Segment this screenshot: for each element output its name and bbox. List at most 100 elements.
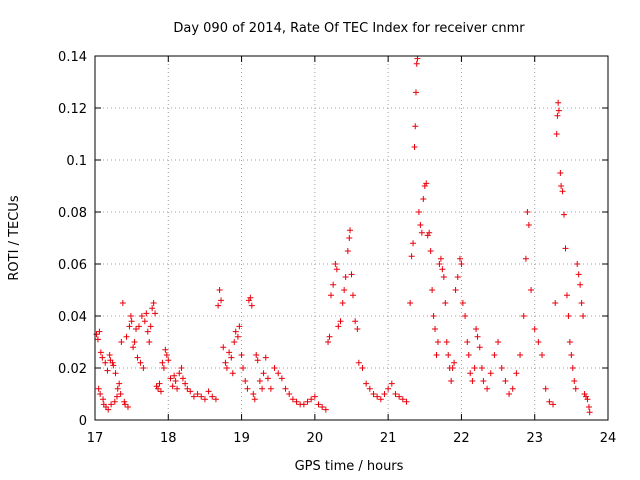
data-point xyxy=(506,391,513,397)
x-axis: 17 18 19 20 21 22 23 24 xyxy=(87,56,616,446)
data-point xyxy=(424,232,431,239)
data-point xyxy=(429,287,436,293)
data-point xyxy=(553,131,560,137)
y-tick-label: 0.14 xyxy=(58,50,87,65)
data-point xyxy=(330,281,337,288)
data-point xyxy=(430,313,437,319)
x-tick-label: 20 xyxy=(307,431,324,446)
data-point xyxy=(150,300,157,306)
data-point xyxy=(528,287,535,293)
data-point xyxy=(469,378,476,384)
data-point xyxy=(332,261,339,267)
data-point xyxy=(194,391,201,397)
plot-frame xyxy=(94,55,609,421)
data-point xyxy=(439,266,446,273)
data-point xyxy=(126,323,133,330)
data-point xyxy=(153,383,160,390)
data-point xyxy=(209,393,216,400)
data-point xyxy=(121,398,128,405)
data-point xyxy=(138,313,145,319)
data-point xyxy=(414,55,421,62)
data-point xyxy=(437,255,444,262)
data-point xyxy=(169,383,176,390)
data-point xyxy=(128,318,135,325)
data-point xyxy=(325,339,332,345)
data-point xyxy=(159,359,166,366)
data-point xyxy=(344,248,351,254)
data-point xyxy=(520,313,527,319)
y-tick-label: 0.08 xyxy=(58,206,87,221)
x-tick-label: 17 xyxy=(87,431,104,446)
data-point xyxy=(275,370,282,377)
data-point xyxy=(415,209,422,215)
data-point xyxy=(467,370,474,377)
data-point xyxy=(201,396,208,403)
data-point xyxy=(95,385,102,392)
data-point xyxy=(522,255,529,262)
data-point xyxy=(554,112,561,119)
data-point xyxy=(124,404,131,410)
data-point xyxy=(247,294,254,301)
data-point xyxy=(156,380,163,387)
data-point xyxy=(575,271,582,278)
data-point xyxy=(119,300,126,306)
x-tick-label: 22 xyxy=(453,431,470,446)
data-point xyxy=(585,404,592,410)
data-point xyxy=(385,385,392,392)
y-axis: 0 0.02 0.04 0.06 0.08 0.1 0.12 0.14 xyxy=(58,50,608,429)
x-tick-label: 19 xyxy=(233,431,250,446)
data-point xyxy=(574,261,581,267)
data-point xyxy=(141,318,148,325)
data-point xyxy=(566,339,573,345)
data-point xyxy=(293,398,300,405)
data-point xyxy=(531,326,538,332)
x-axis-label: GPS time / hours xyxy=(295,459,404,474)
data-point xyxy=(539,352,546,358)
data-point xyxy=(149,305,156,312)
data-point xyxy=(327,292,334,299)
data-point xyxy=(311,393,318,400)
data-point xyxy=(374,393,381,400)
data-point xyxy=(436,261,443,267)
data-point xyxy=(407,300,414,306)
data-point xyxy=(122,401,129,408)
data-point xyxy=(498,365,505,371)
data-point xyxy=(137,359,144,366)
data-point xyxy=(348,271,355,278)
data-point xyxy=(220,344,227,351)
data-point xyxy=(366,385,373,392)
y-tick-label: 0.02 xyxy=(58,362,87,377)
data-point xyxy=(433,352,440,358)
data-point xyxy=(147,323,154,330)
data-point xyxy=(465,352,472,358)
data-point xyxy=(459,300,466,306)
data-point xyxy=(253,352,260,358)
data-point xyxy=(110,362,117,369)
data-point xyxy=(160,365,167,371)
data-point xyxy=(94,336,101,343)
data-point xyxy=(244,385,251,392)
y-tick-label: 0.04 xyxy=(58,310,87,325)
data-point xyxy=(337,318,344,325)
data-point xyxy=(264,375,271,382)
data-point xyxy=(212,396,219,403)
data-point xyxy=(426,229,433,236)
data-point xyxy=(349,292,356,299)
data-point xyxy=(354,326,361,332)
data-point xyxy=(449,365,456,371)
data-point xyxy=(484,385,491,392)
data-point xyxy=(577,281,584,288)
data-point xyxy=(319,404,326,410)
data-point xyxy=(448,378,455,384)
data-point xyxy=(157,388,164,395)
data-point xyxy=(184,385,191,392)
data-point xyxy=(108,401,115,408)
data-point xyxy=(412,89,419,96)
grid-lines xyxy=(95,56,608,420)
x-tick-label: 18 xyxy=(160,431,177,446)
data-point xyxy=(420,196,427,202)
y-axis-label: ROTI / TECUs xyxy=(7,195,22,280)
data-point xyxy=(116,380,123,387)
data-point xyxy=(563,292,570,299)
data-point xyxy=(434,339,441,345)
